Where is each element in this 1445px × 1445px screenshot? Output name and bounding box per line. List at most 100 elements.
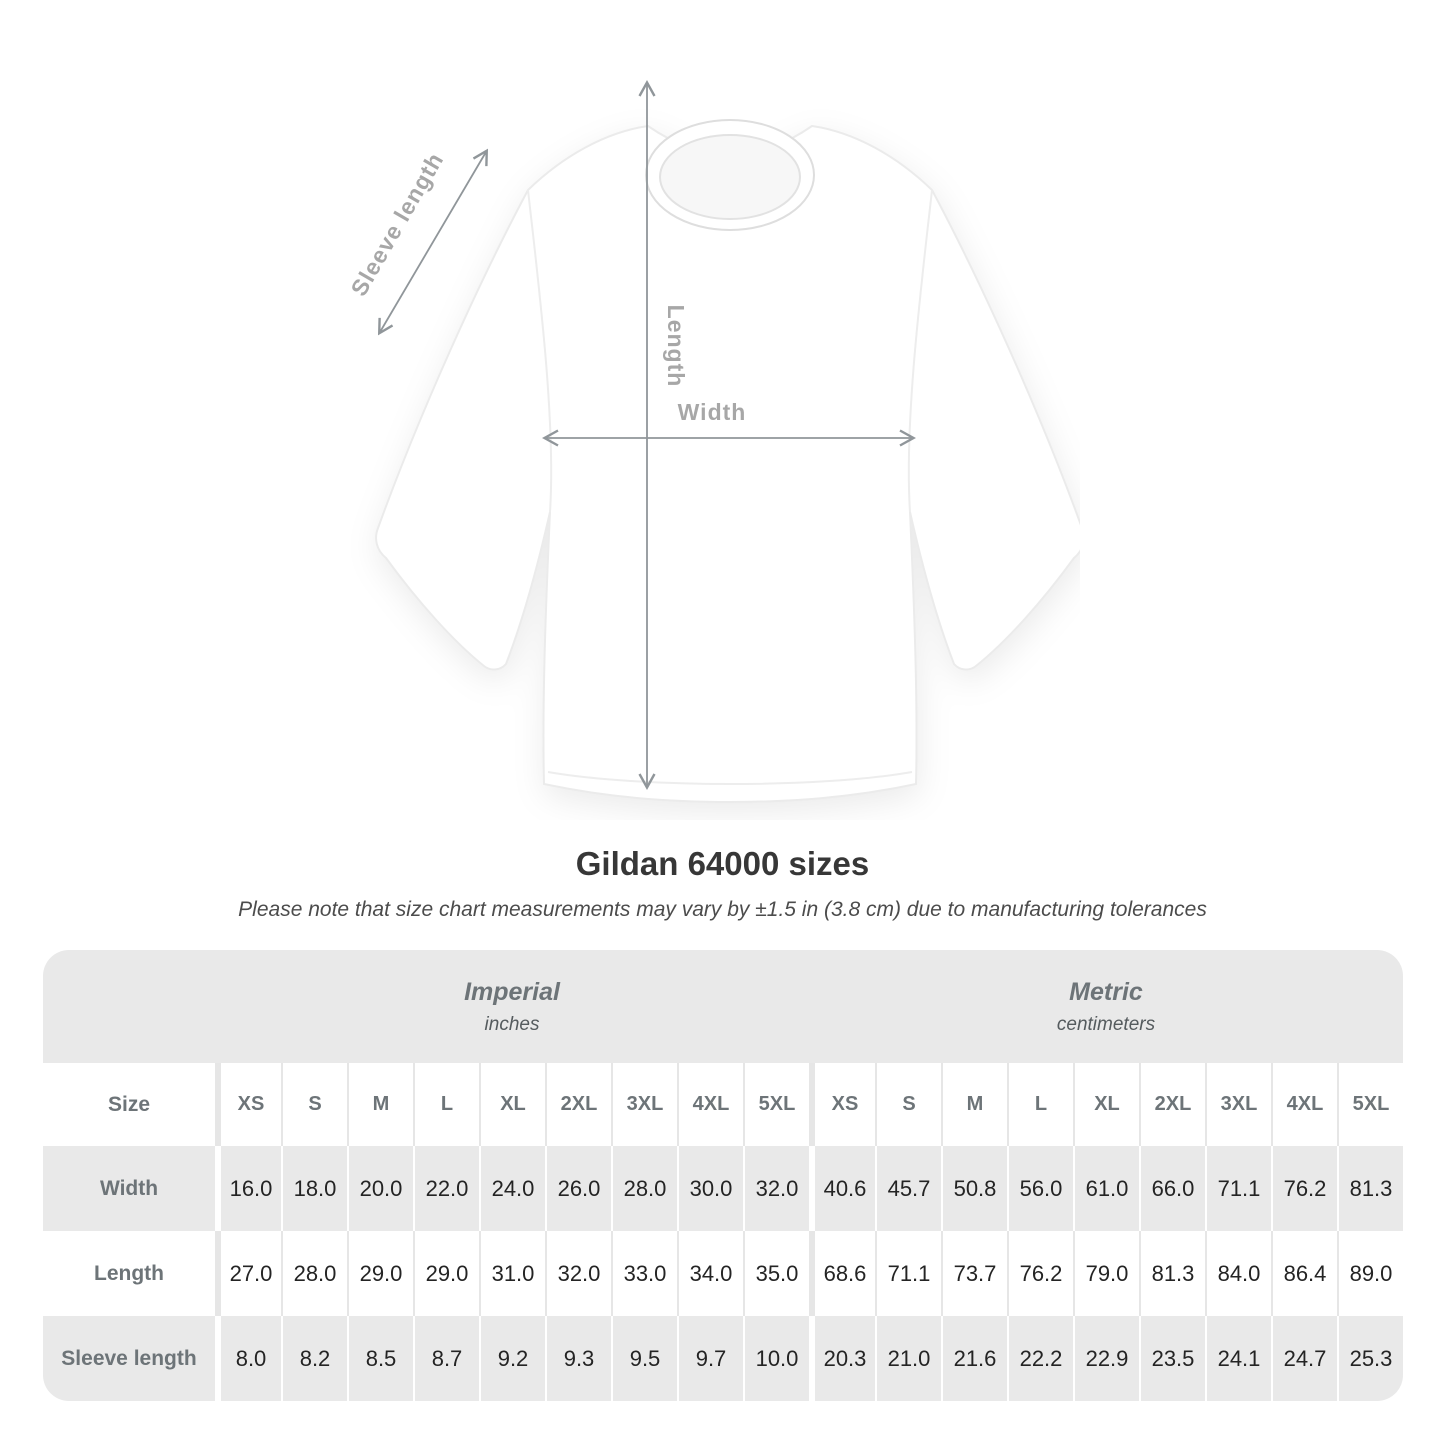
size-cell: 2XL xyxy=(1139,1063,1205,1146)
value-cell: 28.0 xyxy=(611,1146,677,1231)
value-cell: 30.0 xyxy=(677,1146,743,1231)
value-cell: 89.0 xyxy=(1337,1231,1403,1316)
collar-inner xyxy=(659,134,801,220)
tshirt-silhouette xyxy=(375,119,1080,804)
value-cell: 86.4 xyxy=(1271,1231,1337,1316)
size-cell: 3XL xyxy=(611,1063,677,1146)
band-spacer xyxy=(43,950,215,1063)
value-cell: 32.0 xyxy=(545,1231,611,1316)
unit-band: Imperial inches Metric centimeters xyxy=(43,950,1403,1063)
value-cell: 18.0 xyxy=(281,1146,347,1231)
value-cell: 10.0 xyxy=(743,1316,809,1401)
size-cell: XL xyxy=(479,1063,545,1146)
value-cell: 16.0 xyxy=(215,1146,281,1231)
value-cell: 24.1 xyxy=(1205,1316,1271,1401)
value-cell: 76.2 xyxy=(1007,1231,1073,1316)
value-cell: 66.0 xyxy=(1139,1146,1205,1231)
value-cell: 31.0 xyxy=(479,1231,545,1316)
value-cell: 22.2 xyxy=(1007,1316,1073,1401)
width-label: Width xyxy=(678,399,747,425)
value-cell: 27.0 xyxy=(215,1231,281,1316)
length-label: Length xyxy=(663,305,689,388)
value-cell: 56.0 xyxy=(1007,1146,1073,1231)
size-cell: XS xyxy=(215,1063,281,1146)
value-cell: 24.0 xyxy=(479,1146,545,1231)
value-cell: 61.0 xyxy=(1073,1146,1139,1231)
value-cell: 9.7 xyxy=(677,1316,743,1401)
value-cell: 71.1 xyxy=(1205,1146,1271,1231)
value-cell: 32.0 xyxy=(743,1146,809,1231)
size-cell: XL xyxy=(1073,1063,1139,1146)
value-cell: 81.3 xyxy=(1139,1231,1205,1316)
row-label: Length xyxy=(94,1261,164,1285)
size-cell: L xyxy=(413,1063,479,1146)
value-cell: 20.3 xyxy=(809,1316,875,1401)
value-cell: 29.0 xyxy=(413,1231,479,1316)
value-cell: 34.0 xyxy=(677,1231,743,1316)
value-cell: 21.0 xyxy=(875,1316,941,1401)
value-cell: 76.2 xyxy=(1271,1146,1337,1231)
value-cell: 21.6 xyxy=(941,1316,1007,1401)
value-cell: 23.5 xyxy=(1139,1316,1205,1401)
tshirt-image: Sleeve length Length Width xyxy=(345,80,1080,804)
size-cell: 4XL xyxy=(1271,1063,1337,1146)
value-cell: 81.3 xyxy=(1337,1146,1403,1231)
value-cell: 22.0 xyxy=(413,1146,479,1231)
value-cell: 9.5 xyxy=(611,1316,677,1401)
value-cell: 29.0 xyxy=(347,1231,413,1316)
page-title: Gildan 64000 sizes xyxy=(575,845,870,882)
metric-title: Metric xyxy=(1069,977,1143,1006)
value-cell: 8.7 xyxy=(413,1316,479,1401)
sleeve-length-label: Sleeve length xyxy=(345,148,448,301)
sleeve-length-arrow xyxy=(377,148,489,336)
table-row-width: Width 16.0 18.0 20.0 22.0 24.0 26.0 28.0… xyxy=(43,1146,1403,1231)
table-row-length: Length 27.0 28.0 29.0 29.0 31.0 32.0 33.… xyxy=(43,1231,1403,1316)
value-cell: 84.0 xyxy=(1205,1231,1271,1316)
row-label: Sleeve length xyxy=(61,1346,197,1370)
row-label: Width xyxy=(99,1176,159,1200)
value-cell: 22.9 xyxy=(1073,1316,1139,1401)
size-cell: M xyxy=(347,1063,413,1146)
imperial-unit: inches xyxy=(484,1013,540,1035)
table-row-sleeve-length: Sleeve length 8.0 8.2 8.5 8.7 9.2 9.3 9.… xyxy=(43,1316,1403,1401)
imperial-group-header: Imperial inches xyxy=(215,950,809,1063)
size-cell: 2XL xyxy=(545,1063,611,1146)
value-cell: 68.6 xyxy=(809,1231,875,1316)
value-cell: 35.0 xyxy=(743,1231,809,1316)
imperial-title: Imperial xyxy=(464,977,560,1006)
value-cell: 33.0 xyxy=(611,1231,677,1316)
tolerance-note: Please note that size chart measurements… xyxy=(238,898,1207,921)
value-cell: 8.5 xyxy=(347,1316,413,1401)
value-cell: 26.0 xyxy=(545,1146,611,1231)
value-cell: 73.7 xyxy=(941,1231,1007,1316)
value-cell: 45.7 xyxy=(875,1146,941,1231)
size-cell: S xyxy=(875,1063,941,1146)
value-cell: 9.3 xyxy=(545,1316,611,1401)
size-cell: 3XL xyxy=(1205,1063,1271,1146)
size-cell: XS xyxy=(809,1063,875,1146)
metric-unit: centimeters xyxy=(1056,1013,1156,1035)
value-cell: 79.0 xyxy=(1073,1231,1139,1316)
value-cell: 8.2 xyxy=(281,1316,347,1401)
value-cell: 9.2 xyxy=(479,1316,545,1401)
metric-group-header: Metric centimeters xyxy=(809,950,1403,1063)
size-cell: 5XL xyxy=(743,1063,809,1146)
value-cell: 24.7 xyxy=(1271,1316,1337,1401)
value-cell: 25.3 xyxy=(1337,1316,1403,1401)
value-cell: 50.8 xyxy=(941,1146,1007,1231)
value-cell: 20.0 xyxy=(347,1146,413,1231)
size-cell: 4XL xyxy=(677,1063,743,1146)
size-cell: L xyxy=(1007,1063,1073,1146)
size-cell: 5XL xyxy=(1337,1063,1403,1146)
value-cell: 71.1 xyxy=(875,1231,941,1316)
value-cell: 40.6 xyxy=(809,1146,875,1231)
size-cell: S xyxy=(281,1063,347,1146)
size-table: Imperial inches Metric centimeters Size … xyxy=(43,950,1403,1401)
size-header-row: Size XS S M L XL 2XL 3XL 4XL 5XL XS S M … xyxy=(43,1063,1403,1146)
size-corner-header: Size xyxy=(107,1092,151,1116)
size-cell: M xyxy=(941,1063,1007,1146)
value-cell: 8.0 xyxy=(215,1316,281,1401)
value-cell: 28.0 xyxy=(281,1231,347,1316)
tshirt-measurement-diagram: Sleeve length Length Width xyxy=(320,60,1080,820)
